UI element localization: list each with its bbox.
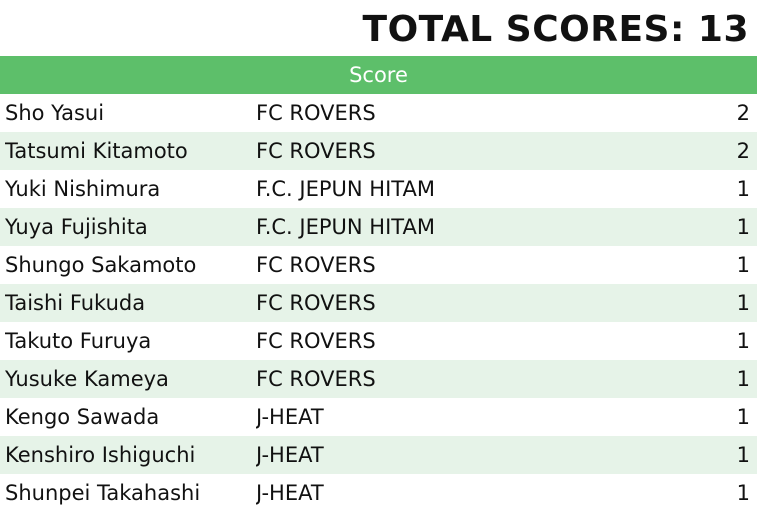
team-name: FC ROVERS bbox=[256, 139, 376, 163]
player-score: 2 bbox=[736, 101, 750, 125]
player-name: Sho Yasui bbox=[5, 101, 105, 125]
player-name: Kengo Sawada bbox=[5, 405, 160, 429]
player-name: Taishi Fukuda bbox=[5, 291, 146, 315]
team-name: FC ROVERS bbox=[256, 101, 376, 125]
player-name: Shunpei Takahashi bbox=[5, 481, 201, 505]
player-name: Yuya Fujishita bbox=[5, 215, 148, 239]
table-row: Yuki Nishimura F.C. JEPUN HITAM 1 bbox=[0, 170, 757, 208]
table-row: Sho Yasui FC ROVERS 2 bbox=[0, 94, 757, 132]
player-score: 1 bbox=[736, 329, 750, 353]
player-score: 1 bbox=[736, 443, 750, 467]
player-name: Takuto Furuya bbox=[5, 329, 152, 353]
team-name: J-HEAT bbox=[256, 405, 324, 429]
team-name: J-HEAT bbox=[256, 443, 324, 467]
player-score: 1 bbox=[736, 291, 750, 315]
player-score: 2 bbox=[736, 139, 750, 163]
player-name: Yusuke Kameya bbox=[5, 367, 169, 391]
player-score: 1 bbox=[736, 177, 750, 201]
team-name: F.C. JEPUN HITAM bbox=[256, 177, 435, 201]
team-name: FC ROVERS bbox=[256, 253, 376, 277]
team-name: J-HEAT bbox=[256, 481, 324, 505]
page-title: TOTAL SCORES: 13 bbox=[362, 9, 749, 50]
team-name: FC ROVERS bbox=[256, 329, 376, 353]
table-row: Shungo Sakamoto FC ROVERS 1 bbox=[0, 246, 757, 284]
table-row: Yuya Fujishita F.C. JEPUN HITAM 1 bbox=[0, 208, 757, 246]
table-row: Kengo Sawada J-HEAT 1 bbox=[0, 398, 757, 436]
player-score: 1 bbox=[736, 253, 750, 277]
scores-table: Sho Yasui FC ROVERS 2 Tatsumi Kitamoto F… bbox=[0, 94, 757, 512]
table-row: Taishi Fukuda FC ROVERS 1 bbox=[0, 284, 757, 322]
player-name: Yuki Nishimura bbox=[5, 177, 161, 201]
player-name: Shungo Sakamoto bbox=[5, 253, 197, 277]
player-name: Tatsumi Kitamoto bbox=[5, 139, 188, 163]
table-row: Takuto Furuya FC ROVERS 1 bbox=[0, 322, 757, 360]
player-score: 1 bbox=[736, 481, 750, 505]
player-score: 1 bbox=[736, 367, 750, 391]
team-name: F.C. JEPUN HITAM bbox=[256, 215, 435, 239]
table-row: Kenshiro Ishiguchi J-HEAT 1 bbox=[0, 436, 757, 474]
team-name: FC ROVERS bbox=[256, 291, 376, 315]
team-name: FC ROVERS bbox=[256, 367, 376, 391]
table-row: Tatsumi Kitamoto FC ROVERS 2 bbox=[0, 132, 757, 170]
table-row: Shunpei Takahashi J-HEAT 1 bbox=[0, 474, 757, 512]
player-score: 1 bbox=[736, 405, 750, 429]
player-name: Kenshiro Ishiguchi bbox=[5, 443, 196, 467]
table-header-score: Score bbox=[0, 56, 757, 94]
table-row: Yusuke Kameya FC ROVERS 1 bbox=[0, 360, 757, 398]
player-score: 1 bbox=[736, 215, 750, 239]
